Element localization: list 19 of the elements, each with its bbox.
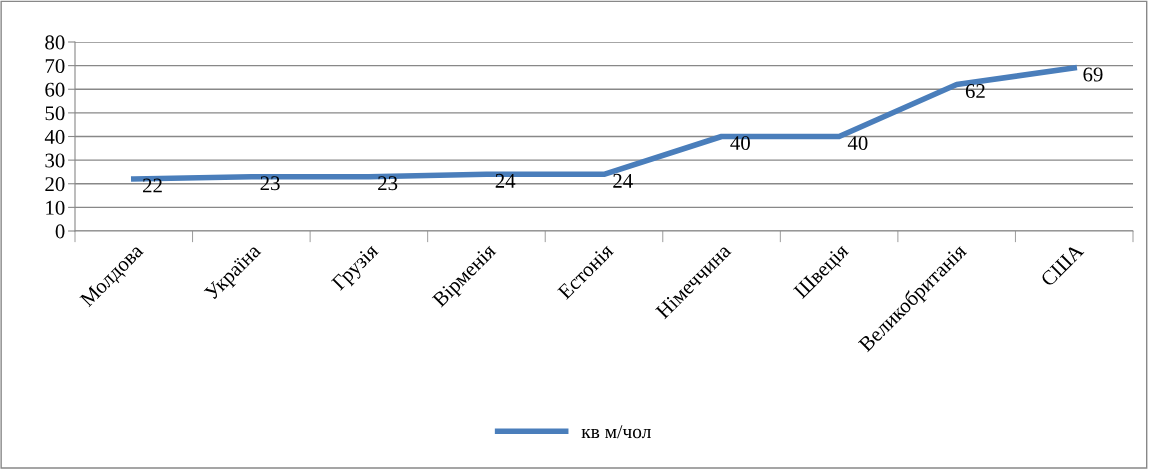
data-label: 62 (965, 84, 985, 99)
data-label: 40 (730, 135, 750, 151)
data-label: 69 (1083, 67, 1103, 82)
data-label: 22 (143, 178, 162, 193)
data-label: 24 (495, 173, 516, 188)
legend-label: кв м/чол (581, 425, 651, 439)
y-tick-label: 50 (45, 106, 65, 121)
y-tick-label: 60 (45, 82, 65, 97)
y-tick-label: 20 (45, 177, 65, 192)
data-label: 40 (847, 135, 868, 151)
y-tick-label: 30 (45, 153, 65, 168)
y-tick-label: 40 (44, 129, 65, 144)
y-tick-label: 80 (45, 35, 65, 50)
y-tick-label: 70 (45, 59, 65, 74)
y-tick-label: 10 (46, 200, 65, 215)
data-label: 24 (613, 173, 633, 188)
data-label: 23 (378, 176, 398, 191)
data-label: 23 (260, 176, 280, 191)
y-tick-label: 0 (55, 224, 65, 239)
